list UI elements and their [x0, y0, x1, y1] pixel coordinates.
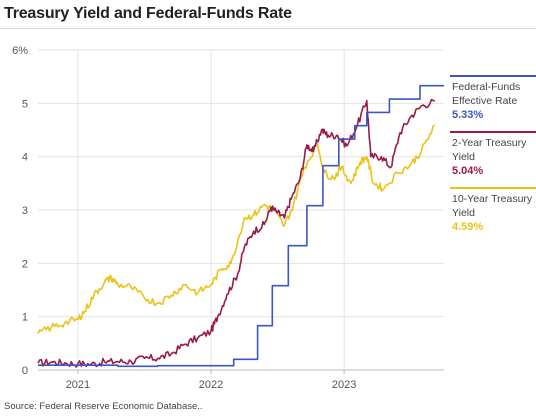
- series-line-fedfunds: [38, 84, 444, 368]
- series-line-tenyear: [37, 124, 436, 335]
- x-tick-label: 2022: [199, 379, 223, 391]
- y-tick-label: 0: [22, 365, 28, 377]
- y-tick-label: 5: [22, 98, 28, 110]
- legend-label: Yield: [452, 151, 475, 163]
- legend-label: 2-Year Treasury: [452, 137, 527, 149]
- legend-value: 4.59%: [452, 221, 483, 233]
- legend-label: Effective Rate: [452, 95, 517, 107]
- legend-label: 10-Year Treasury: [452, 193, 533, 205]
- legend-value: 5.33%: [452, 109, 483, 121]
- series-line-twoyear: [37, 98, 436, 368]
- chart-title: Treasury Yield and Federal-Funds Rate: [4, 5, 292, 22]
- legend: Federal-Funds Effective Rate 5.33% 2-Year T…: [450, 75, 536, 233]
- legend-label: Yield: [452, 207, 475, 219]
- legend-value: 5.04%: [452, 165, 483, 177]
- grid-layer: [38, 49, 444, 371]
- legend-label: Federal-Funds: [452, 81, 520, 93]
- y-tick-label: 2: [22, 258, 28, 270]
- y-tick-label: 3: [22, 205, 28, 217]
- y-tick-label: 4: [22, 152, 28, 164]
- axis-layer: 0 1 2 3 4 5 6% 2021 2022 2023: [12, 45, 444, 391]
- x-tick-label: 2023: [332, 379, 356, 391]
- x-tick-label: 2021: [66, 379, 90, 391]
- source-note: Source: Federal Reserve Economic Databas…: [4, 401, 203, 412]
- title-divider: [0, 28, 536, 29]
- y-tick-label: 1: [22, 312, 28, 324]
- series-layer: [37, 84, 444, 368]
- y-tick-label: 6%: [12, 45, 28, 57]
